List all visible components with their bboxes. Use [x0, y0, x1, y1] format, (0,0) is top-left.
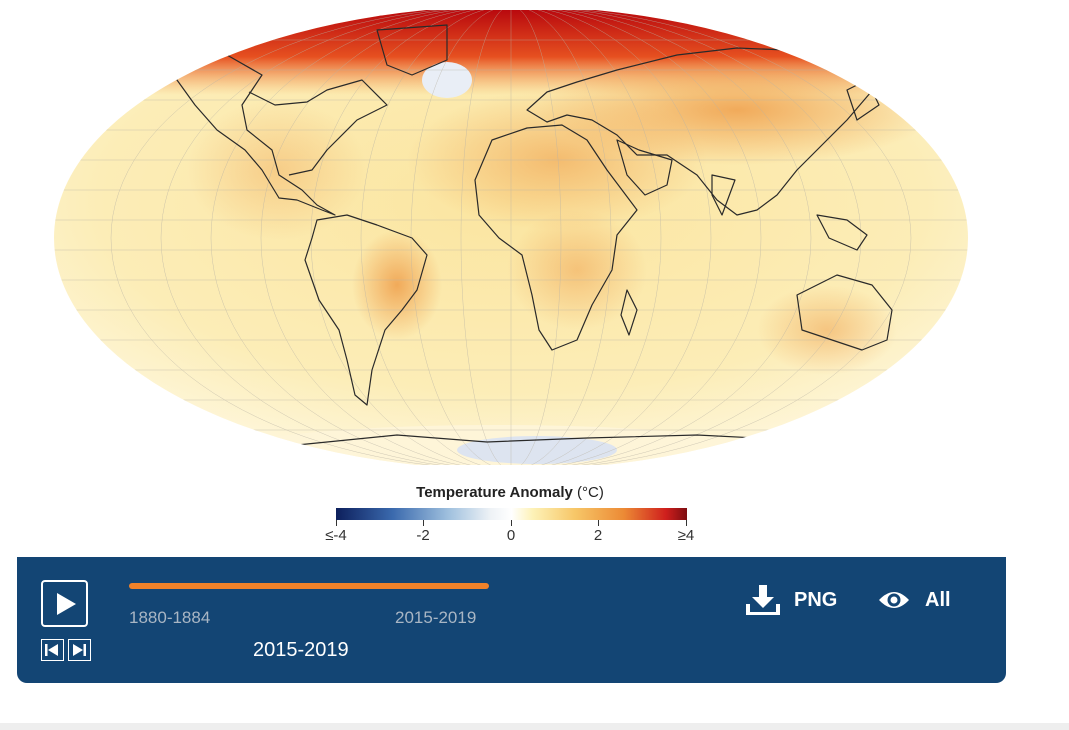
range-end-label: 2015-2019: [395, 608, 477, 627]
legend-unit: (°C): [577, 484, 604, 501]
legend-tick-label: -2: [416, 527, 430, 544]
step-forward-button[interactable]: [68, 639, 91, 661]
step-back-button[interactable]: [41, 639, 64, 661]
temperature-anomaly-map: [17, 6, 1006, 470]
legend-color-bar: [336, 508, 687, 520]
play-icon: [57, 593, 76, 615]
range-start-label: 1880-1884: [129, 608, 211, 627]
download-png-button[interactable]: PNG: [746, 585, 837, 615]
page-bottom-divider: [0, 723, 1069, 730]
legend-tick: [423, 520, 424, 526]
legend-title: Temperature Anomaly (°C): [300, 484, 720, 501]
legend-title-text: Temperature Anomaly: [416, 484, 573, 501]
legend-tick-label: ≤-4: [325, 527, 347, 544]
step-back-icon: [45, 644, 58, 656]
legend-tick-label: 0: [506, 527, 516, 544]
world-map: [54, 6, 968, 470]
temperature-anomaly-legend: Temperature Anomaly (°C) ≤-4 -2 0 2 ≥4: [300, 480, 720, 555]
view-all-label: All: [925, 588, 951, 611]
eye-icon: [879, 592, 909, 608]
legend-tick: [686, 520, 687, 526]
step-forward-icon: [73, 644, 86, 656]
legend-tick-label: ≥4: [677, 527, 695, 544]
legend-tick: [336, 520, 337, 526]
current-period-label: 2015-2019: [253, 639, 349, 661]
legend-tick-label: 2: [593, 527, 603, 544]
legend-tick: [598, 520, 599, 526]
view-all-button[interactable]: All: [877, 585, 951, 615]
legend-tick: [511, 520, 512, 526]
playback-controls-panel: 1880-1884 2015-2019 2015-2019 PNG All: [17, 557, 1006, 683]
download-label: PNG: [794, 588, 838, 611]
download-icon: [746, 585, 780, 615]
play-button[interactable]: [41, 580, 88, 627]
time-slider[interactable]: [129, 583, 489, 589]
